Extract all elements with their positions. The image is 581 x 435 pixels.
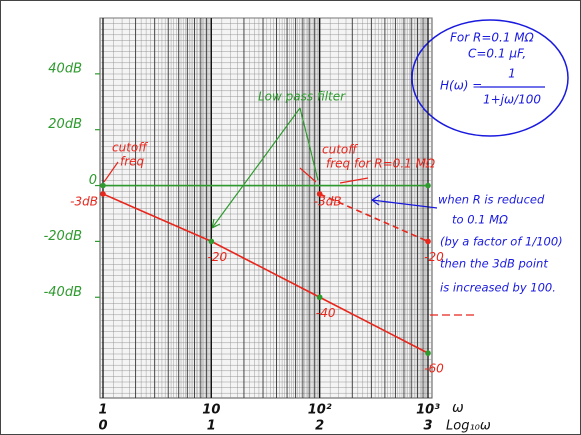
log-label: 2 <box>315 419 324 434</box>
point <box>425 350 431 356</box>
log-label: 0 <box>98 419 107 434</box>
callout-text: 1+jω/100 <box>483 93 541 107</box>
arrow <box>371 194 438 209</box>
graph-paper <box>99 17 433 399</box>
point <box>316 294 323 301</box>
callout-text: For R=0.1 MΩ <box>450 31 535 45</box>
callout-text: H(ω) = <box>440 79 482 93</box>
point <box>425 238 431 245</box>
annotation: cutoff <box>322 143 358 157</box>
y-tick-label: 40dB <box>48 61 82 76</box>
annotation: Low pass filter <box>258 90 346 104</box>
callout-bubble <box>411 19 569 137</box>
value-label: -60 <box>424 362 444 376</box>
y-tick-label: -20dB <box>44 229 82 244</box>
x-tick-label: 10 <box>202 403 220 418</box>
arrow <box>103 161 369 184</box>
note-text: to 0.1 MΩ <box>452 213 508 227</box>
note-text: (by a factor of 1/100) <box>440 235 563 249</box>
value-label: -3dB <box>70 194 98 208</box>
point <box>425 182 431 189</box>
callout-text: 1 <box>508 67 516 81</box>
callout-text: C=0.1 μF, <box>468 47 526 61</box>
point <box>100 182 106 189</box>
note-text: then the 3dB point <box>440 257 548 271</box>
arrow <box>211 107 319 229</box>
annotation: freq <box>120 155 145 169</box>
y-tick-label: 20dB <box>48 117 82 132</box>
series-line <box>102 193 429 354</box>
x-tick-label: 1 <box>98 403 107 418</box>
value-label: -3dB <box>314 194 342 208</box>
annotation: freq for R=0.1 MΩ <box>326 157 436 171</box>
value-label: -20 <box>208 250 228 264</box>
value-label: -40 <box>316 306 336 320</box>
value-label: -20 <box>424 250 444 264</box>
log-label: 1 <box>207 419 216 434</box>
x-axis-label: Log₁₀ω <box>446 419 491 434</box>
x-axis-label: ω <box>452 400 464 416</box>
point <box>316 191 323 197</box>
point <box>208 238 215 245</box>
point <box>100 191 106 197</box>
paper-bg <box>99 17 433 399</box>
annotation: cutoff <box>112 141 148 155</box>
log-label: 3 <box>423 419 432 434</box>
x-tick-label: 10² <box>308 403 332 418</box>
y-tick-label: -40dB <box>44 285 82 300</box>
note-text: is increased by 100. <box>440 281 556 295</box>
x-tick-label: 10³ <box>416 403 440 418</box>
note-text: when R is reduced <box>438 193 545 207</box>
y-tick-label: 0 <box>89 173 97 188</box>
